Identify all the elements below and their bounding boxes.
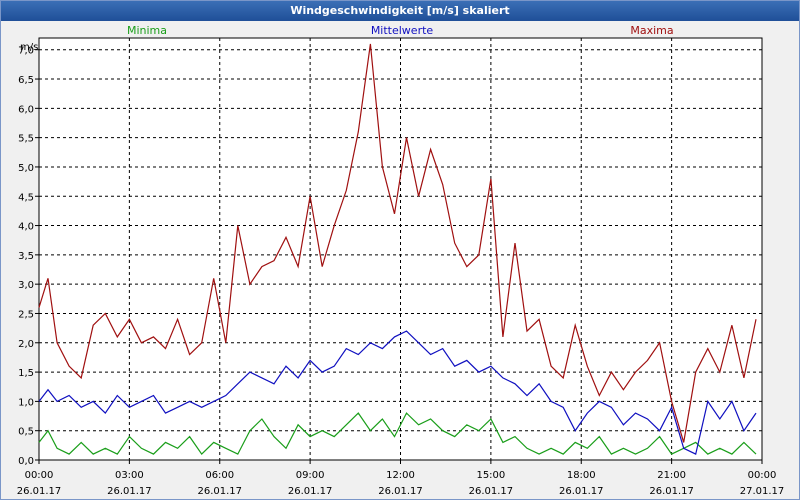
series-line-maxima [38,43,757,443]
x-tick-date: 26.01.17 [288,486,333,497]
series-lines [38,43,757,456]
x-tick-time: 15:00 [476,470,505,481]
y-tick-label: 0,5 [18,427,34,438]
y-tick-label: 0,0 [18,456,34,467]
x-tick-time: 21:00 [657,470,686,481]
x-tick-date: 26.01.17 [197,486,242,497]
y-tick-label: 6,5 [18,75,34,86]
y-tick-label: 2,0 [18,339,34,350]
x-tick-date: 27.01.17 [740,486,785,497]
series-line-mittelwerte [38,330,757,455]
y-axis-ticks: 0,0 0,5 1,0 1,5 2,0 2,5 3,0 3,5 4,0 4,5 5,0 5,5 6,0 6… [18,46,39,467]
x-tick-date: 26.01.17 [559,486,604,497]
x-tick-date: 26.01.17 [649,486,694,497]
y-axis-label: m/s [20,42,38,53]
series-line-minima [38,412,757,456]
x-tick-time: 06:00 [205,470,234,481]
x-tick-time: 09:00 [296,470,325,481]
y-tick-label: 3,5 [18,251,34,262]
y-tick-label: 6,0 [18,104,34,115]
x-tick-date: 26.01.17 [469,486,514,497]
legend-mittelwerte: Mittelwerte [371,24,434,37]
x-tick-date: 26.01.17 [107,486,152,497]
x-tick-time: 03:00 [115,470,144,481]
legend-maxima: Maxima [630,24,673,37]
window-title: Windgeschwindigkeit [m/s] skaliert [1,1,799,21]
x-tick-date: 26.01.17 [17,486,62,497]
x-tick-time: 18:00 [567,470,596,481]
x-tick-time: 00:00 [748,470,777,481]
legend: Minima Mittelwerte Maxima [127,24,674,37]
y-tick-label: 1,5 [18,368,34,379]
y-tick-label: 5,0 [18,163,34,174]
y-tick-label: 2,5 [18,309,34,320]
y-tick-label: 3,0 [18,280,34,291]
x-tick-time: 00:00 [25,470,54,481]
y-tick-label: 4,0 [18,222,34,233]
x-tick-date: 26.01.17 [378,486,423,497]
y-tick-label: 5,5 [18,134,34,145]
x-axis-ticks: 00:00 26.01.17 03:00 26.01.17 06:00 26.01.17 0… [17,460,785,497]
y-tick-label: 1,0 [18,397,34,408]
legend-minima: Minima [127,24,167,37]
y-tick-label: 4,5 [18,192,34,203]
x-tick-time: 12:00 [386,470,415,481]
y-tick-label: 7,0 [18,46,34,57]
